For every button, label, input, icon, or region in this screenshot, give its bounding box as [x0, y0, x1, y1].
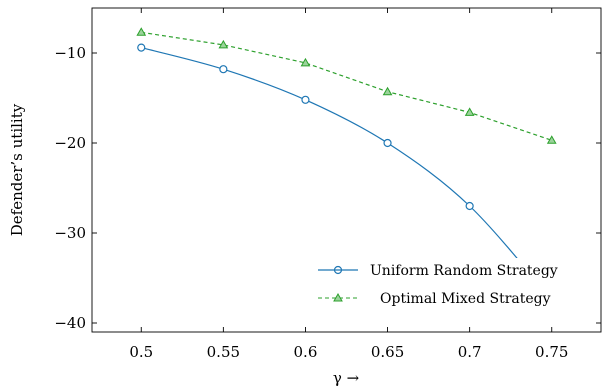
x-tick-label: 0.7 — [458, 343, 482, 361]
legend-label-uniform: Uniform Random Strategy — [370, 263, 558, 279]
plot-frame — [91, 7, 602, 333]
y-axis-ticks: −10 −20 −30 −40 — [54, 44, 601, 332]
legend-marker-optimal — [333, 292, 343, 302]
legend-marker-uniform — [333, 265, 343, 275]
data-point-circle — [465, 201, 474, 211]
x-axis-ticks: 0.5 0.55 0.6 0.65 0.7 0.75 — [129, 8, 568, 361]
data-point-circle — [137, 43, 146, 52]
data-point-triangle — [546, 135, 557, 144]
x-tick-label: 0.55 — [207, 343, 240, 361]
x-tick-label: 0.6 — [294, 343, 318, 361]
legend: Uniform Random Strategy Optimal Mixed St… — [308, 258, 594, 320]
legend-entry-optimal: Optimal Mixed Strategy — [318, 291, 551, 307]
x-axis-label: γ → — [333, 369, 360, 387]
data-point-triangle — [136, 27, 147, 36]
data-point-circle — [219, 65, 228, 74]
x-tick-label: 0.75 — [535, 343, 568, 361]
data-point-triangle — [218, 39, 229, 49]
legend-label-optimal: Optimal Mixed Strategy — [380, 291, 551, 307]
series-line-1 — [141, 31, 552, 141]
data-point-triangle — [300, 57, 311, 67]
y-tick-label: −40 — [54, 314, 86, 332]
legend-box — [308, 258, 594, 320]
data-point-triangle — [382, 86, 393, 96]
y-tick-label: −20 — [54, 134, 86, 152]
x-tick-label: 0.5 — [129, 343, 153, 361]
y-axis-label: Defender’s utility — [8, 103, 26, 236]
data-point-circle — [301, 95, 310, 104]
y-tick-label: −10 — [54, 44, 86, 62]
data-point-triangle — [464, 107, 475, 116]
series-line-0 — [141, 47, 553, 300]
x-tick-label: 0.65 — [371, 343, 404, 361]
series-layer — [136, 27, 557, 304]
data-point-circle — [383, 138, 392, 148]
legend-entry-uniform: Uniform Random Strategy — [318, 263, 558, 279]
y-tick-label: −30 — [54, 224, 86, 242]
